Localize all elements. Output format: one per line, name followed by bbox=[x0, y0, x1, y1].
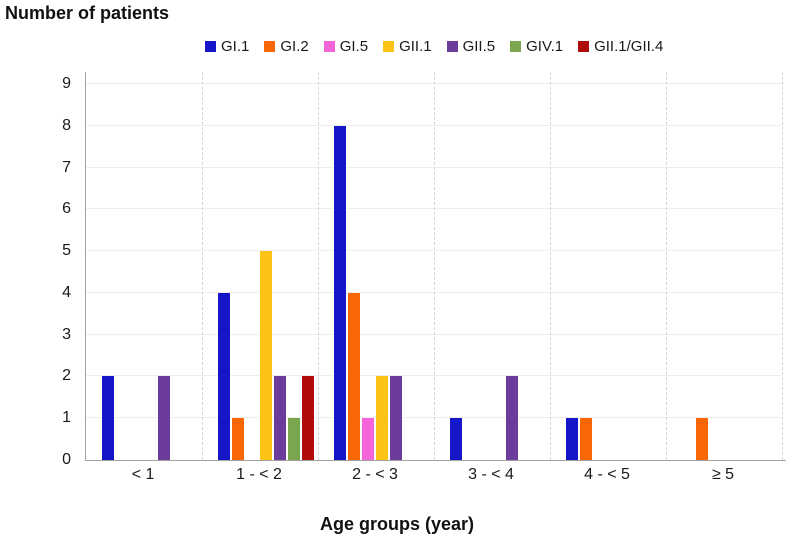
y-tick-label: 4 bbox=[62, 283, 71, 301]
y-tick-label: 9 bbox=[62, 75, 71, 92]
x-category-label: 2 - < 3 bbox=[352, 466, 398, 483]
bar-GI.2 bbox=[348, 292, 360, 460]
bar-GII.5 bbox=[274, 376, 286, 460]
group-separator-line bbox=[202, 72, 203, 460]
bar-GII.1/GII.4 bbox=[302, 376, 314, 460]
legend-item: GI.5 bbox=[323, 38, 369, 55]
bar-GI.1 bbox=[334, 125, 346, 460]
group-separator-line bbox=[434, 72, 435, 460]
legend-item: GII.1 bbox=[383, 38, 432, 55]
plot-area bbox=[85, 72, 786, 461]
legend-label: GII.1 bbox=[399, 38, 432, 55]
bar-GI.1 bbox=[218, 292, 230, 460]
bar-GII.1 bbox=[376, 376, 388, 460]
bar-GII.5 bbox=[158, 376, 170, 460]
legend-item: GI.1 bbox=[205, 38, 249, 55]
legend-label: GII.1/GII.4 bbox=[594, 38, 664, 55]
legend-color-swatch-icon bbox=[383, 41, 395, 52]
legend-label: GI.2 bbox=[280, 38, 309, 55]
y-axis-tick-labels: 0 1 2 3 4 5 6 7 8 9 bbox=[0, 72, 77, 468]
legend-item: GII.1/GII.4 bbox=[578, 38, 663, 55]
x-axis-tick-labels: < 1 1 - < 2 2 - < 3 3 - < 4 4 - < 5 ≥ 5 bbox=[85, 466, 785, 488]
legend-color-swatch-icon bbox=[323, 41, 335, 52]
legend: GI.1 GI.2 GI.5 GII.1 GII.5 GIV.1 GII.1/GII.4 bbox=[205, 38, 663, 55]
bar-GI.2 bbox=[696, 418, 708, 460]
bar-GII.1 bbox=[260, 251, 272, 460]
legend-color-swatch-icon bbox=[205, 41, 216, 52]
x-category-label: 3 - < 4 bbox=[468, 466, 514, 483]
y-tick-label: 0 bbox=[62, 451, 71, 468]
legend-item: GI.2 bbox=[264, 38, 309, 55]
group-separator-line bbox=[782, 72, 783, 460]
bar-GI.1 bbox=[102, 376, 114, 460]
y-tick-label: 6 bbox=[62, 200, 71, 218]
legend-label: GIV.1 bbox=[526, 38, 564, 55]
group-separator-line bbox=[666, 72, 667, 460]
bar-GII.5 bbox=[506, 376, 518, 460]
legend-color-swatch-icon bbox=[446, 41, 458, 52]
legend-item: GIV.1 bbox=[510, 38, 563, 55]
bar-GI.2 bbox=[580, 418, 592, 460]
bar-GI.5 bbox=[362, 418, 374, 460]
legend-label: GI.1 bbox=[221, 38, 250, 55]
bar-GIV.1 bbox=[288, 418, 300, 460]
y-tick-label: 7 bbox=[62, 158, 71, 176]
legend-color-swatch-icon bbox=[510, 41, 522, 52]
legend-label: GII.5 bbox=[462, 38, 496, 55]
legend-label: GI.5 bbox=[339, 38, 369, 55]
y-tick-label: 8 bbox=[62, 116, 71, 134]
bar-GI.1 bbox=[450, 418, 462, 460]
x-axis-title: Age groups (year) bbox=[319, 514, 475, 534]
bar-GI.1 bbox=[566, 418, 578, 460]
legend-color-swatch-icon bbox=[264, 41, 276, 52]
y-tick-label: 1 bbox=[62, 409, 71, 427]
x-category-label: 1 - < 2 bbox=[236, 466, 282, 483]
legend-color-swatch-icon bbox=[578, 41, 590, 52]
x-category-label: ≥ 5 bbox=[711, 466, 735, 483]
bar-GII.5 bbox=[390, 376, 402, 460]
x-category-label: 4 - < 5 bbox=[584, 466, 630, 483]
bar-GI.2 bbox=[232, 418, 244, 460]
y-tick-label: 3 bbox=[62, 325, 71, 343]
chart-title: Number of patients bbox=[5, 3, 170, 23]
y-tick-label: 2 bbox=[62, 367, 71, 385]
legend-item: GII.5 bbox=[446, 38, 496, 55]
group-separator-line bbox=[318, 72, 319, 460]
x-category-label: < 1 bbox=[131, 466, 155, 483]
group-separator-line bbox=[550, 72, 551, 460]
y-tick-label: 5 bbox=[62, 242, 71, 260]
